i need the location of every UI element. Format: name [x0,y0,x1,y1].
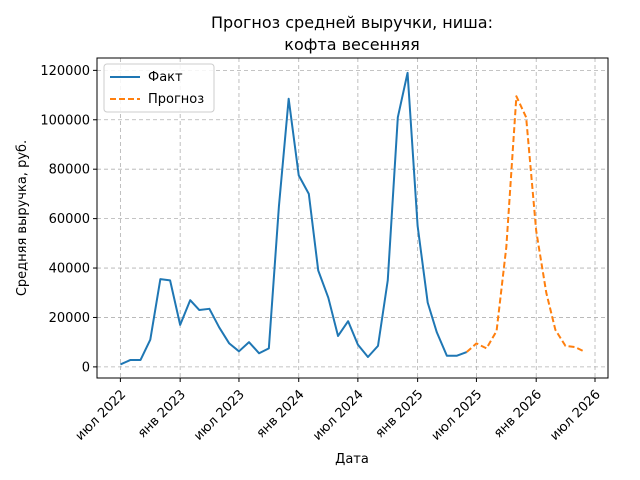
y-tick-label: 0 [82,360,90,375]
y-tick-label: 120000 [40,64,90,79]
y-tick-label: 80000 [49,163,90,178]
series-line-forecast [466,95,586,353]
y-tick-label: 60000 [49,212,90,227]
y-tick-label: 100000 [40,113,90,128]
chart-title-line-1: Прогноз средней выручки, ниша: [211,13,493,32]
y-axis: 0 20000 40000 60000 80000 100000 120000 [40,64,97,375]
y-axis-title: Средняя выручка, руб. [15,140,30,296]
x-axis-title: Дата [335,452,369,467]
legend-label-fact: Факт [148,70,183,85]
plot-frame [96,57,609,379]
chart-title-line-2: кофта весенняя [284,35,419,54]
plot-lines [119,71,586,366]
legend: Факт Прогноз [103,63,215,113]
series-line-fact [119,71,468,366]
legend-label-forecast: Прогноз [148,92,204,107]
y-tick-label: 40000 [49,262,90,277]
y-tick-label: 20000 [49,311,90,326]
